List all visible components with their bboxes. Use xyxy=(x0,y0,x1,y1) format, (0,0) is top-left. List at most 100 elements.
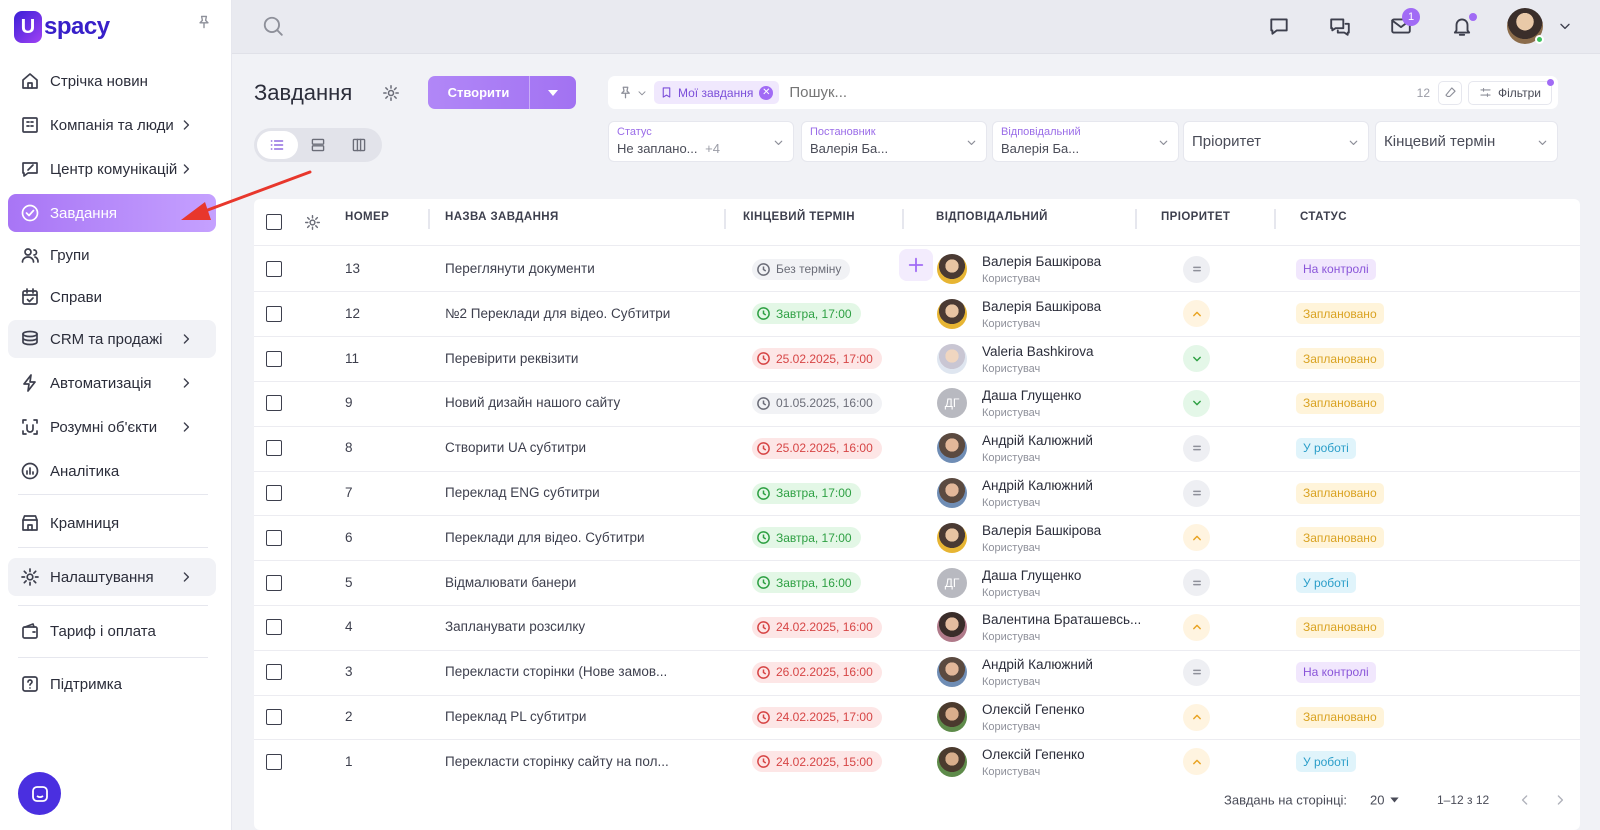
pin-sidebar-icon[interactable] xyxy=(196,14,212,30)
priority-high-icon[interactable] xyxy=(1183,703,1210,731)
avatar[interactable] xyxy=(937,612,967,643)
settings-gear-icon[interactable] xyxy=(382,84,400,102)
sidebar-item-8[interactable]: Розумні об'єкти xyxy=(8,408,216,446)
task-name[interactable]: Відмалювати банери xyxy=(445,574,577,590)
sidebar-item-0[interactable]: Стрічка новин xyxy=(8,62,216,100)
status-badge[interactable]: Заплановано xyxy=(1296,348,1384,370)
row-checkbox[interactable] xyxy=(266,350,282,367)
sidebar-item-7[interactable]: Автоматизація xyxy=(8,364,216,402)
row-checkbox[interactable] xyxy=(266,664,282,681)
add-subtask-button[interactable] xyxy=(899,249,933,281)
task-name[interactable]: Запланувати розсилку xyxy=(445,619,586,635)
task-name[interactable]: Перекласти сторінку сайту на пол... xyxy=(445,753,669,769)
sidebar-item-1[interactable]: Компанія та люди xyxy=(8,106,216,144)
assignee-name[interactable]: Валентина Браташевсь... xyxy=(982,612,1142,628)
chats-icon[interactable] xyxy=(1329,15,1351,37)
status-badge[interactable]: У роботі xyxy=(1296,572,1356,594)
due-badge[interactable]: 24.02.2025, 17:00 xyxy=(752,706,882,728)
priority-normal-icon[interactable] xyxy=(1183,569,1210,597)
assignee-name[interactable]: Андрій Калюжний xyxy=(982,433,1093,449)
sidebar-item-5[interactable]: Справи xyxy=(8,278,216,316)
assignee-filter[interactable]: Відповідальний Валерія Ба... xyxy=(992,121,1179,162)
search-icon[interactable] xyxy=(262,15,284,37)
row-checkbox[interactable] xyxy=(266,753,282,770)
assignee-name[interactable]: Валерія Башкірова xyxy=(982,254,1102,269)
kanban-view-icon[interactable] xyxy=(338,131,379,159)
assignee-name[interactable]: Valeria Bashkirova xyxy=(982,343,1094,359)
task-name[interactable]: №2 Переклади для відео. Субтитри xyxy=(445,305,671,321)
row-checkbox[interactable] xyxy=(266,574,282,591)
sidebar-item-12[interactable]: Тариф і оплата xyxy=(8,612,216,650)
remove-chip-icon[interactable]: ✕ xyxy=(759,85,774,100)
row-checkbox[interactable] xyxy=(266,709,282,725)
priority-normal-icon[interactable] xyxy=(1183,434,1210,462)
due-badge[interactable]: Без терміну xyxy=(752,258,851,280)
priority-high-icon[interactable] xyxy=(1183,748,1210,776)
header-priority[interactable]: ПРІОРИТЕТ xyxy=(1161,211,1231,223)
filters-button[interactable]: Фільтри xyxy=(1468,78,1554,105)
avatar[interactable] xyxy=(937,657,967,688)
header-due[interactable]: КІНЦЕВИЙ ТЕРМІН xyxy=(743,211,855,223)
search-input[interactable] xyxy=(789,84,1350,101)
next-page-icon[interactable] xyxy=(1552,792,1568,808)
assignee-name[interactable]: Даша Глущенко xyxy=(982,388,1082,404)
sidebar-item-2[interactable]: Центр комунікацій xyxy=(8,150,216,188)
row-checkbox[interactable] xyxy=(266,619,282,636)
select-all-checkbox[interactable] xyxy=(266,214,282,230)
priority-normal-icon[interactable] xyxy=(1183,255,1210,283)
create-task-button[interactable]: Створити xyxy=(428,76,576,109)
avatar[interactable] xyxy=(937,433,967,464)
due-badge[interactable]: Завтра, 17:00 xyxy=(752,482,861,504)
columns-gear-icon[interactable] xyxy=(304,214,321,231)
user-avatar[interactable] xyxy=(1507,8,1544,44)
avatar[interactable] xyxy=(937,522,967,553)
task-name[interactable]: Перевірити реквізити xyxy=(445,350,579,366)
deadline-filter[interactable]: Кінцевий термін xyxy=(1375,121,1558,162)
assignee-name[interactable]: Валерія Башкірова xyxy=(982,298,1102,314)
sidebar-item-10[interactable]: Крамниця xyxy=(8,504,216,542)
task-name[interactable]: Переклад ENG субтитри xyxy=(445,485,600,500)
priority-filter[interactable]: Пріоритет xyxy=(1183,121,1369,162)
avatar[interactable]: ДГ xyxy=(937,567,967,598)
due-badge[interactable]: Завтра, 17:00 xyxy=(752,303,861,325)
bell-icon[interactable] xyxy=(1451,13,1477,37)
header-name[interactable]: НАЗВА ЗАВДАННЯ xyxy=(445,211,559,223)
column-divider[interactable] xyxy=(724,209,726,229)
task-name[interactable]: Переклади для відео. Субтитри xyxy=(445,529,645,545)
sidebar-item-11[interactable]: Налаштування xyxy=(8,558,216,596)
row-checkbox[interactable] xyxy=(266,485,282,501)
priority-high-icon[interactable] xyxy=(1183,613,1210,641)
status-badge[interactable]: Заплановано xyxy=(1296,392,1384,414)
priority-normal-icon[interactable] xyxy=(1183,479,1210,507)
task-name[interactable]: Створити UA субтитри xyxy=(445,440,587,456)
due-badge[interactable]: 25.02.2025, 17:00 xyxy=(752,348,882,370)
status-badge[interactable]: Заплановано xyxy=(1296,482,1384,504)
header-number[interactable]: НОМЕР xyxy=(345,211,390,223)
header-assignee[interactable]: ВІДПОВІДАЛЬНИЙ xyxy=(936,211,1048,223)
my-tasks-chip[interactable]: Мої завдання ✕ xyxy=(654,81,780,104)
status-badge[interactable]: На контролі xyxy=(1296,258,1376,280)
status-badge[interactable]: Заплановано xyxy=(1296,303,1384,325)
task-name[interactable]: Переклад PL субтитри xyxy=(445,709,587,724)
prev-page-icon[interactable] xyxy=(1517,792,1533,808)
avatar[interactable] xyxy=(937,343,967,374)
sidebar-item-13[interactable]: Підтримка xyxy=(8,665,216,703)
due-badge[interactable]: 25.02.2025, 16:00 xyxy=(752,437,882,459)
due-badge[interactable]: 01.05.2025, 16:00 xyxy=(752,392,882,414)
sidebar-item-6[interactable]: CRM та продажі xyxy=(8,320,216,358)
author-filter[interactable]: Постановник Валерія Ба... xyxy=(801,121,987,162)
avatar[interactable]: ДГ xyxy=(937,388,967,419)
sidebar-item-3[interactable]: Завдання xyxy=(8,194,216,232)
mail-icon[interactable]: 1 xyxy=(1390,8,1420,37)
row-checkbox[interactable] xyxy=(266,261,282,277)
cards-view-icon[interactable] xyxy=(298,131,339,159)
assignee-name[interactable]: Андрій Калюжний xyxy=(982,478,1093,493)
assignee-name[interactable]: Олексій Гепенко xyxy=(982,702,1085,717)
sidebar-item-9[interactable]: Аналітика xyxy=(8,452,216,490)
header-status[interactable]: СТАТУС xyxy=(1300,211,1347,223)
eraser-icon[interactable] xyxy=(1438,80,1463,105)
due-badge[interactable]: Завтра, 16:00 xyxy=(752,572,861,594)
assignee-name[interactable]: Олексій Гепенко xyxy=(982,746,1085,762)
status-badge[interactable]: Заплановано xyxy=(1296,706,1384,728)
chevron-down-icon[interactable] xyxy=(1557,18,1573,34)
